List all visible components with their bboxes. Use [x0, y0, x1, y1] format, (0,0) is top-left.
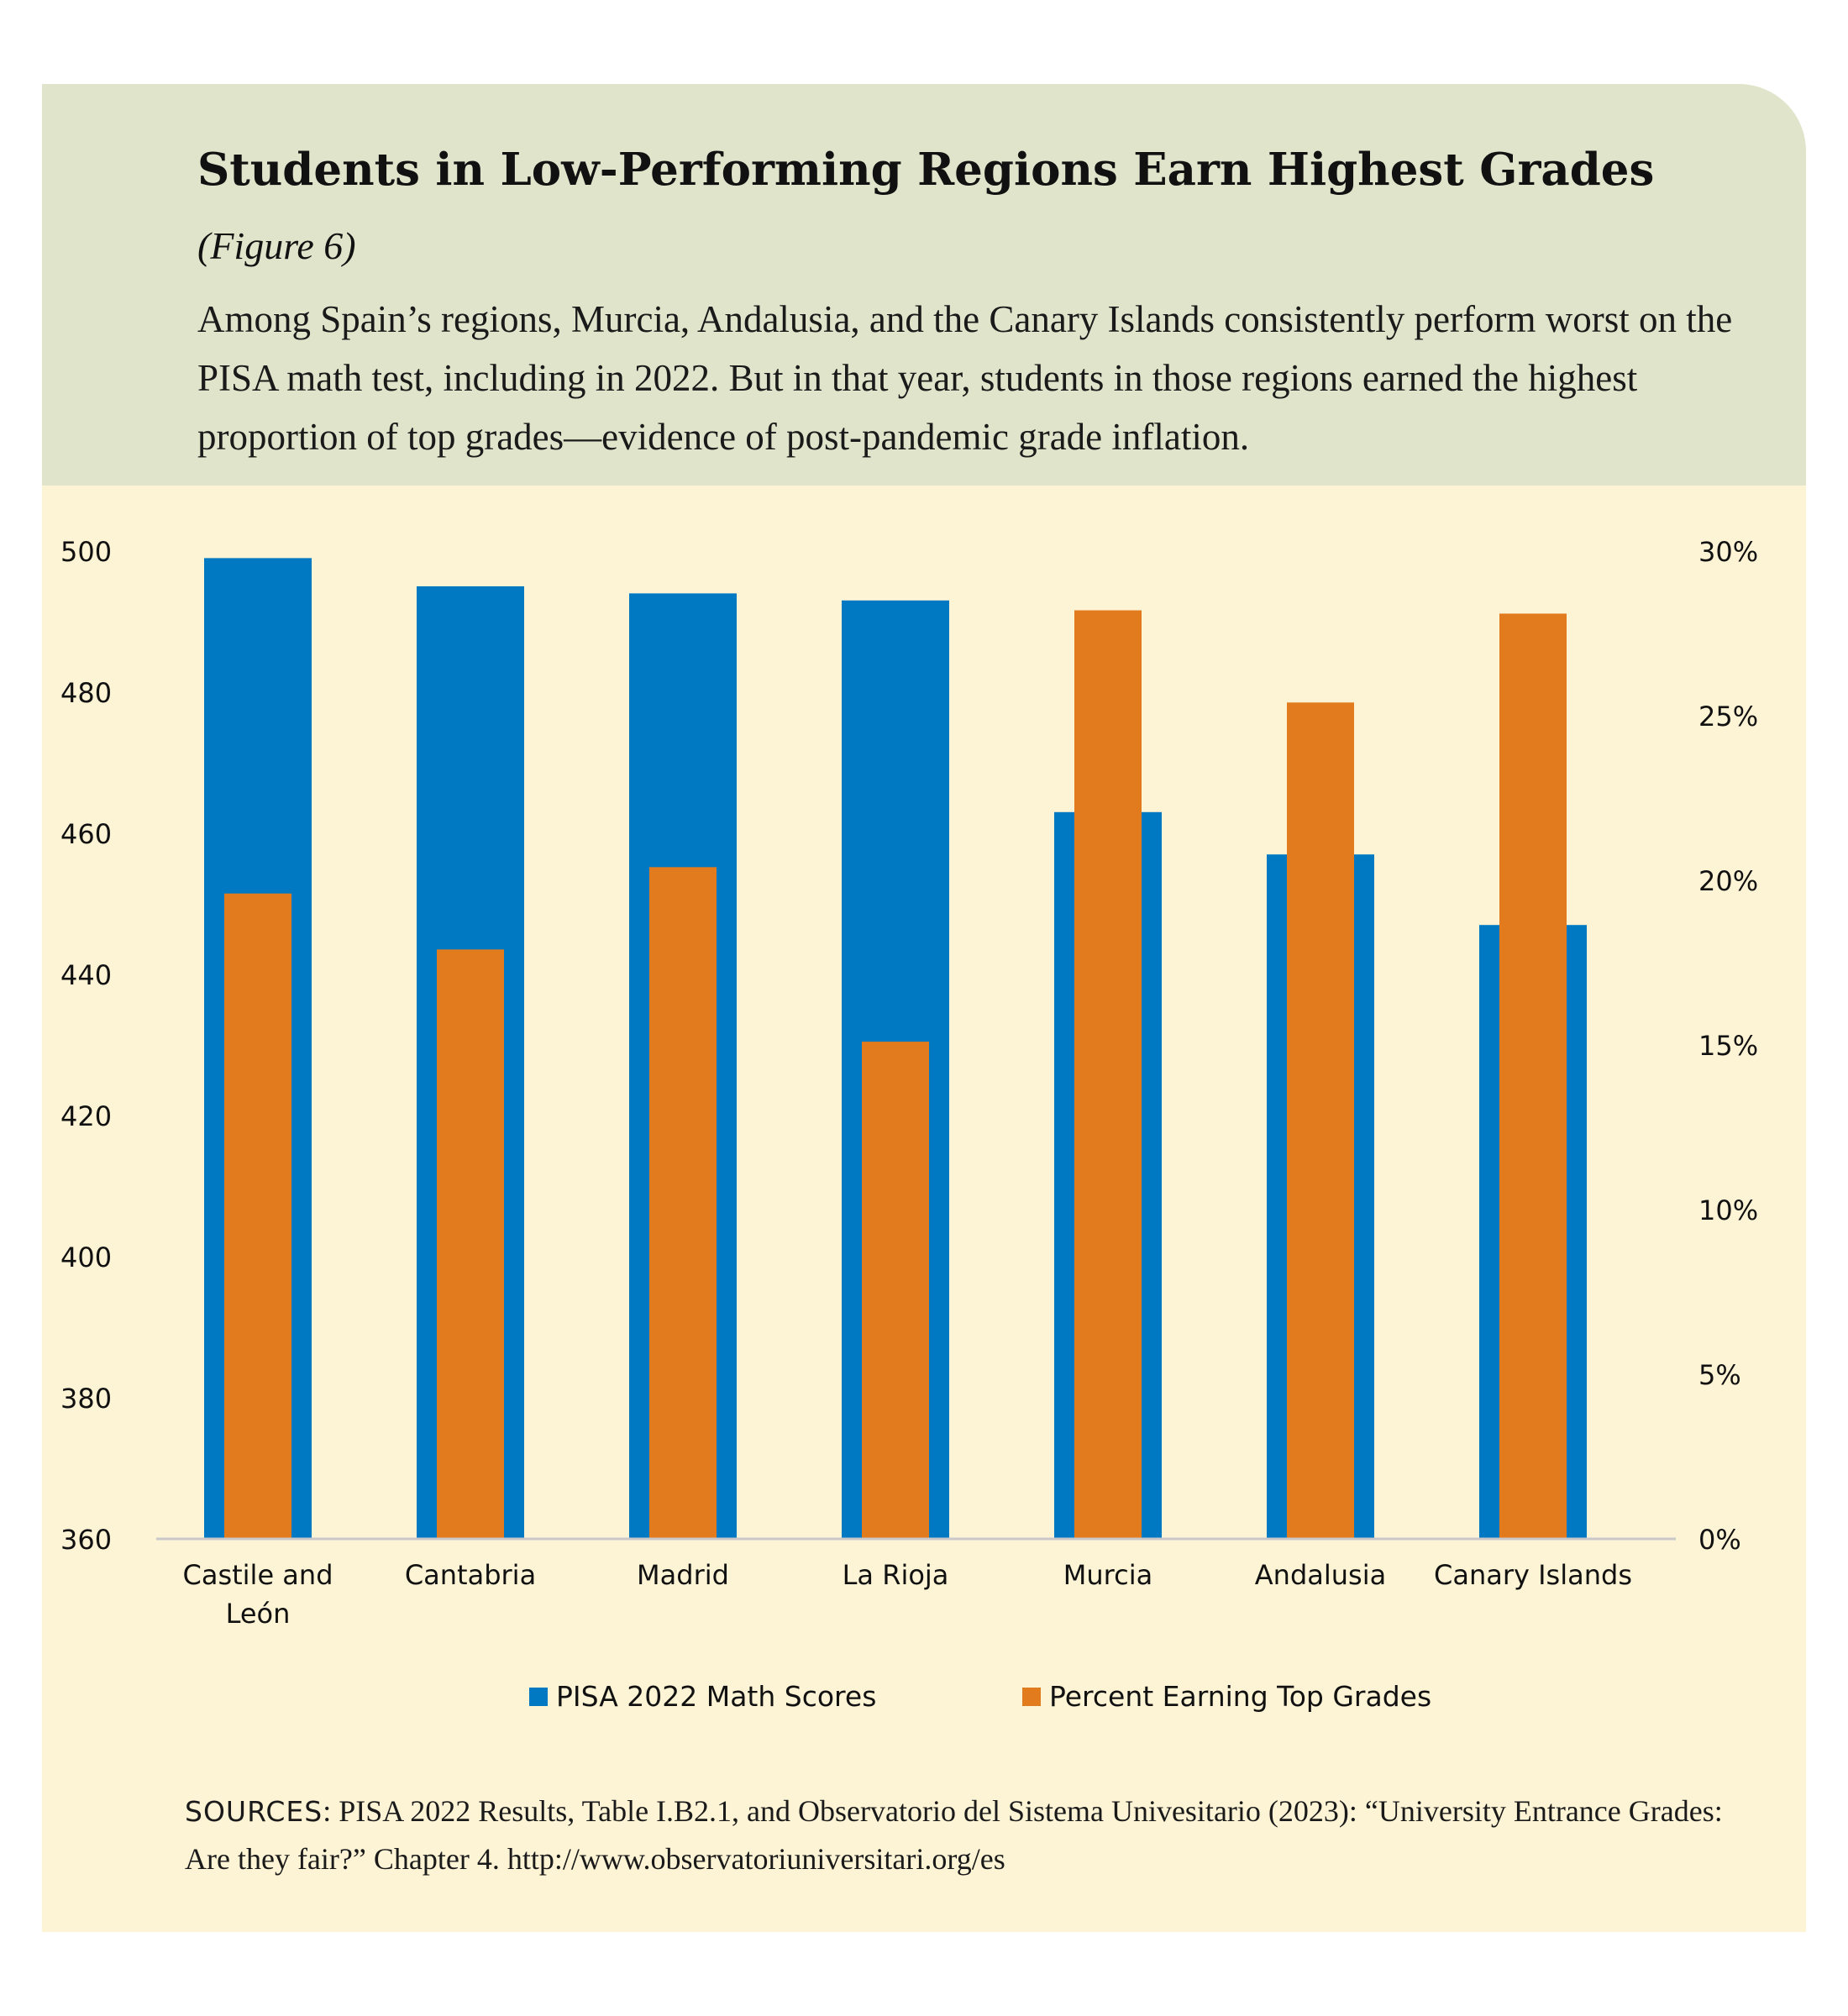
sources-text: : PISA 2022 Results, Table I.B2.1, and O… — [185, 1794, 1723, 1876]
legend-item-top-grades: Percent Earning Top Grades — [1022, 1680, 1431, 1713]
sources-label: SOURCES — [185, 1795, 323, 1828]
sources-note: SOURCES: PISA 2022 Results, Table I.B2.1… — [185, 1788, 1747, 1882]
bar-top-grades — [862, 1042, 929, 1539]
bar-top-grades — [1287, 702, 1354, 1539]
legend-label-top-grades: Percent Earning Top Grades — [1049, 1680, 1432, 1713]
x-tick-label: León — [226, 1598, 291, 1630]
y-left-tick-label: 360 — [60, 1524, 112, 1556]
y-left-tick-label: 480 — [60, 677, 112, 709]
legend-item-pisa: PISA 2022 Math Scores — [529, 1680, 876, 1713]
chart-legend: PISA 2022 Math Scores Percent Earning To… — [42, 1680, 1806, 1730]
y-left-tick-label: 400 — [60, 1242, 112, 1273]
y-right-tick-label: 0% — [1698, 1524, 1741, 1556]
y-right-tick-label: 30% — [1698, 536, 1758, 568]
y-right-tick-label: 15% — [1698, 1030, 1758, 1062]
legend-swatch-top-grades — [1022, 1687, 1041, 1706]
y-left-tick-label: 500 — [60, 536, 112, 568]
y-left-tick-label: 420 — [60, 1100, 112, 1132]
y-left-tick-label: 440 — [60, 959, 112, 991]
y-right-tick-label: 20% — [1698, 865, 1758, 897]
y-right-tick-label: 5% — [1698, 1359, 1741, 1391]
title-text: Students in Low-Performing Regions Earn … — [197, 144, 1655, 196]
y-right-tick-label: 25% — [1698, 701, 1758, 732]
figure-reference: (Figure 6) — [197, 224, 356, 267]
bar-top-grades — [649, 867, 717, 1539]
x-tick-label: Andalusia — [1255, 1559, 1386, 1591]
x-tick-label: Murcia — [1063, 1559, 1152, 1591]
figure-card: Students in Low-Performing Regions Earn … — [42, 84, 1806, 1932]
legend-label-pisa: PISA 2022 Math Scores — [556, 1680, 877, 1713]
figure-header: Students in Low-Performing Regions Earn … — [42, 84, 1806, 486]
y-right-tick-label: 10% — [1698, 1194, 1758, 1226]
bar-top-grades — [1499, 613, 1567, 1539]
x-tick-label: Cantabria — [405, 1559, 536, 1591]
bar-chart: 500 480 460 440 420 400 380 360 30% 25% 20% 15% 10% 5… — [60, 536, 1758, 1630]
x-tick-label: Castile and — [182, 1559, 333, 1591]
x-tick-label: Madrid — [637, 1559, 729, 1591]
y-left-tick-label: 460 — [60, 818, 112, 850]
bar-top-grades — [437, 949, 504, 1539]
y-left-tick-label: 380 — [60, 1383, 112, 1415]
figure-title: Students in Low-Performing Regions Earn … — [197, 133, 1709, 283]
legend-swatch-pisa — [529, 1687, 548, 1706]
bar-top-grades — [1074, 610, 1142, 1539]
bar-top-grades — [224, 893, 291, 1539]
x-tick-label: Canary Islands — [1434, 1559, 1632, 1591]
figure-subtitle: Among Spain’s regions, Murcia, Andalusia… — [197, 298, 1733, 458]
x-tick-label: La Rioja — [843, 1559, 949, 1591]
